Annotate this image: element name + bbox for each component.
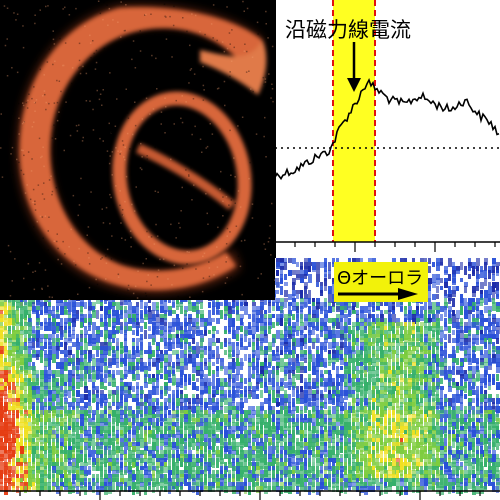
line-plot-ticks: [294, 242, 496, 252]
down-arrow-icon: [347, 78, 361, 92]
fac-annotation-label: 沿磁力線電流: [285, 18, 411, 42]
theta-aurora-label: Θオーロラ: [334, 262, 428, 302]
aurora-image: [0, 0, 275, 300]
spectrogram-ticks: [19, 491, 481, 500]
theta-aurora-ring: [112, 91, 252, 265]
current-line-plot: [275, 0, 500, 258]
auroral-oval: [19, 7, 267, 290]
right-arrow-icon: [338, 288, 418, 300]
current-trace: [275, 77, 500, 181]
theta-aurora-text: Θオーロラ: [337, 268, 424, 289]
fac-highlight-band: [333, 0, 375, 242]
